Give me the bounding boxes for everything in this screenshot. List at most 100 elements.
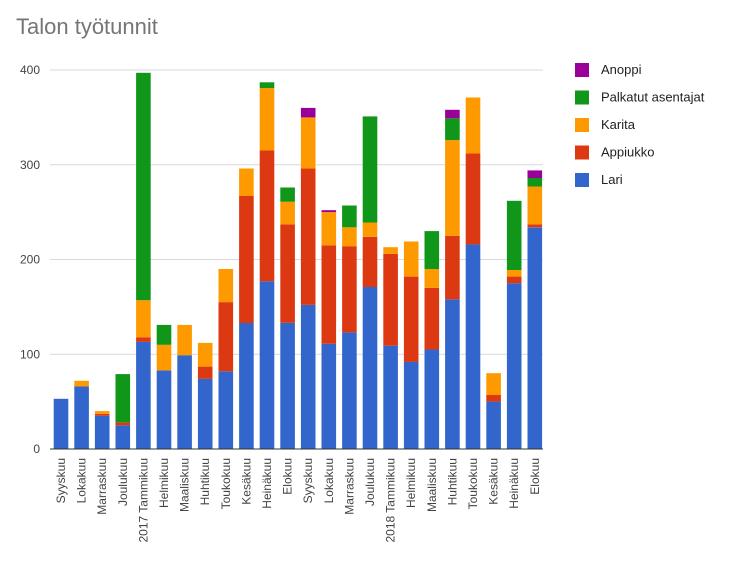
x-tick-label: Heinäkuu (507, 458, 521, 509)
bar-segment (239, 323, 254, 449)
bar-segment (445, 118, 460, 141)
bar-segment (342, 205, 357, 228)
bar-segment (300, 117, 316, 169)
bar-segment (115, 374, 131, 423)
bar-segment (197, 378, 213, 449)
x-tick-label: 2018 Tammikuu (384, 458, 398, 543)
bar-segment (527, 178, 543, 187)
x-axis: Syyskuu Lokakuu Marraskuu Joulukuu 2017 Tamm… (54, 458, 542, 543)
x-tick-label: Toukokuu (466, 458, 480, 509)
bar-segment (218, 269, 234, 303)
y-axis: 0 100 200 300 400 (20, 63, 40, 456)
bar-segment (445, 235, 460, 300)
legend-label: Palkatut asentajat (601, 90, 705, 105)
bar-segment (239, 196, 254, 323)
x-tick-label: Huhtikuu (445, 458, 459, 505)
bar-segment (362, 236, 378, 287)
bar-segment (383, 247, 398, 254)
legend-item: Palkatut asentajat (575, 90, 705, 105)
legend-item: Lari (575, 172, 623, 187)
legend-swatch (575, 173, 589, 187)
bar-segment (280, 187, 295, 202)
bar-segment (259, 281, 275, 449)
bar-segment (506, 269, 522, 277)
bar-segment (445, 140, 460, 236)
x-tick-label: Elokuu (528, 458, 542, 495)
legend-swatch (575, 63, 589, 77)
x-tick-label: Toukokuu (219, 458, 233, 509)
x-tick-label: Marraskuu (342, 458, 356, 515)
legend-item: Anoppi (575, 62, 642, 77)
legend: Anoppi Palkatut asentajat Karita Appiukko La… (575, 62, 705, 187)
y-tick-label: 400 (20, 63, 40, 77)
bar-segment (527, 224, 543, 228)
x-tick-label: Syyskuu (301, 458, 315, 503)
bar-segment (424, 349, 440, 449)
bar-segment (156, 370, 172, 449)
bar-segment (321, 210, 337, 213)
chart-title: Talon työtunnit (16, 14, 158, 39)
bar-segment (527, 186, 543, 225)
bar-segment (321, 245, 337, 344)
bar-segment (383, 253, 398, 346)
bar-segment (53, 398, 69, 449)
x-tick-label: Lokakuu (322, 458, 336, 503)
bar-segment (218, 302, 234, 372)
bar-segment (424, 269, 440, 288)
bar-segment (362, 222, 378, 237)
bar-segment (403, 241, 419, 277)
bar-segment (342, 246, 357, 333)
bar-segment (506, 283, 522, 449)
x-tick-label: Marraskuu (95, 458, 109, 515)
bar-segment (218, 371, 234, 449)
x-tick-label: Huhtikuu (198, 458, 212, 505)
x-tick-label: Kesäkuu (487, 458, 501, 505)
bar-segment (177, 324, 192, 356)
x-tick-label: Elokuu (281, 458, 295, 495)
bar-segment (115, 425, 131, 449)
bar-segment (321, 212, 337, 246)
bar-segment (445, 109, 460, 119)
bar-segment (280, 224, 295, 323)
bar-segment (136, 72, 151, 301)
x-tick-label: Syyskuu (54, 458, 68, 503)
x-tick-label: Kesäkuu (239, 458, 253, 505)
bar-segment (280, 201, 295, 225)
bars (53, 72, 543, 449)
bar-segment (465, 97, 481, 154)
gridlines (50, 69, 543, 355)
legend-swatch (575, 118, 589, 132)
bar-segment (403, 276, 419, 362)
legend-swatch (575, 90, 589, 105)
legend-label: Lari (601, 172, 623, 187)
y-tick-label: 100 (20, 347, 40, 361)
x-tick-label: Heinäkuu (260, 458, 274, 509)
bar-segment (177, 355, 192, 449)
y-tick-label: 0 (33, 442, 40, 456)
bar-segment (362, 287, 378, 449)
bar-segment (465, 244, 481, 449)
bar-segment (403, 361, 419, 449)
bar-segment (342, 332, 357, 449)
x-tick-label: Helmikuu (404, 458, 418, 508)
bar-segment (136, 337, 151, 342)
x-tick-label: Joulukuu (116, 458, 130, 506)
bar-segment (300, 107, 316, 118)
y-tick-label: 300 (20, 158, 40, 172)
bar-segment (527, 227, 543, 449)
x-tick-label: Lokakuu (75, 458, 89, 503)
bar-segment (115, 422, 131, 426)
bar-segment (506, 200, 522, 270)
legend-item: Karita (575, 117, 636, 132)
bar-segment (486, 401, 501, 449)
bar-segment (259, 150, 275, 282)
bar-segment (94, 415, 110, 449)
x-tick-label: Maaliskuu (178, 458, 192, 512)
legend-label: Anoppi (601, 62, 642, 77)
bar-segment (383, 345, 398, 449)
bar-segment (197, 366, 213, 379)
x-tick-label: Maaliskuu (425, 458, 439, 512)
bar-segment (527, 170, 543, 178)
bar-segment (486, 373, 501, 395)
